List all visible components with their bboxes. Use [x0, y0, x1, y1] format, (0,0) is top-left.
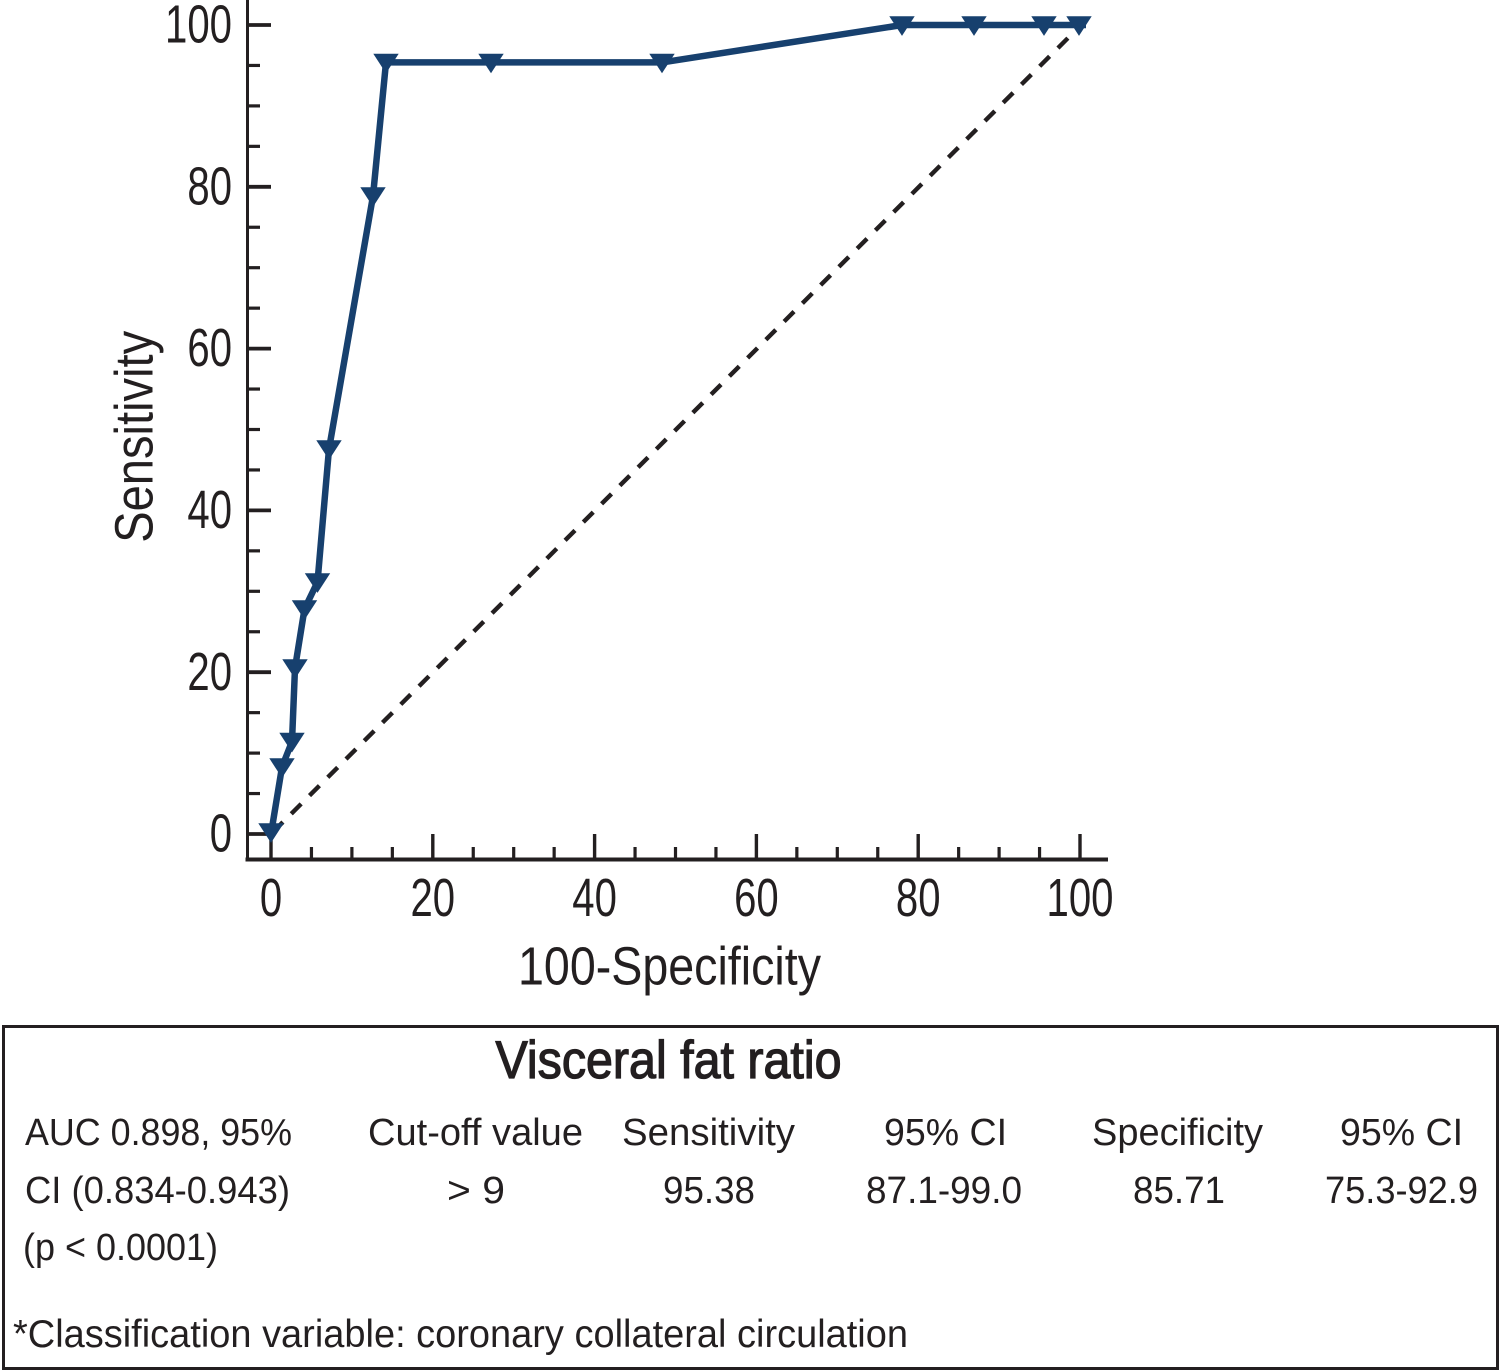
svg-text:20: 20 — [187, 642, 232, 702]
svg-text:Specificity: Specificity — [1092, 1112, 1263, 1154]
svg-text:0: 0 — [210, 804, 232, 864]
svg-text:95% CI: 95% CI — [1340, 1112, 1463, 1154]
svg-text:40: 40 — [187, 480, 232, 540]
svg-text:> 9: > 9 — [447, 1170, 505, 1212]
svg-text:75.3-92.9: 75.3-92.9 — [1325, 1170, 1478, 1212]
svg-text:20: 20 — [411, 868, 456, 928]
svg-text:100-Specificity: 100-Specificity — [518, 937, 821, 997]
svg-text:100: 100 — [1047, 868, 1114, 928]
svg-text:80: 80 — [187, 156, 232, 216]
svg-text:80: 80 — [896, 868, 941, 928]
svg-text:CI (0.834-0.943): CI (0.834-0.943) — [25, 1170, 290, 1212]
svg-text:Sensitivity: Sensitivity — [105, 331, 165, 543]
svg-text:60: 60 — [187, 318, 232, 378]
svg-text:95.38: 95.38 — [663, 1170, 755, 1212]
svg-text:AUC 0.898, 95%: AUC 0.898, 95% — [25, 1112, 292, 1154]
svg-text:40: 40 — [572, 868, 617, 928]
svg-text:*Classification variable: coro: *Classification variable: coronary colla… — [13, 1313, 908, 1356]
svg-text:95% CI: 95% CI — [884, 1112, 1007, 1154]
svg-text:(p < 0.0001): (p < 0.0001) — [23, 1227, 218, 1269]
svg-text:Sensitivity: Sensitivity — [622, 1112, 795, 1154]
svg-text:100: 100 — [165, 0, 232, 55]
svg-text:87.1-99.0: 87.1-99.0 — [866, 1170, 1022, 1212]
svg-text:60: 60 — [734, 868, 779, 928]
svg-text:85.71: 85.71 — [1133, 1170, 1225, 1212]
svg-text:Cut-off value: Cut-off value — [368, 1112, 583, 1154]
svg-text:Visceral fat ratio: Visceral fat ratio — [496, 1031, 842, 1090]
svg-text:0: 0 — [260, 868, 282, 928]
